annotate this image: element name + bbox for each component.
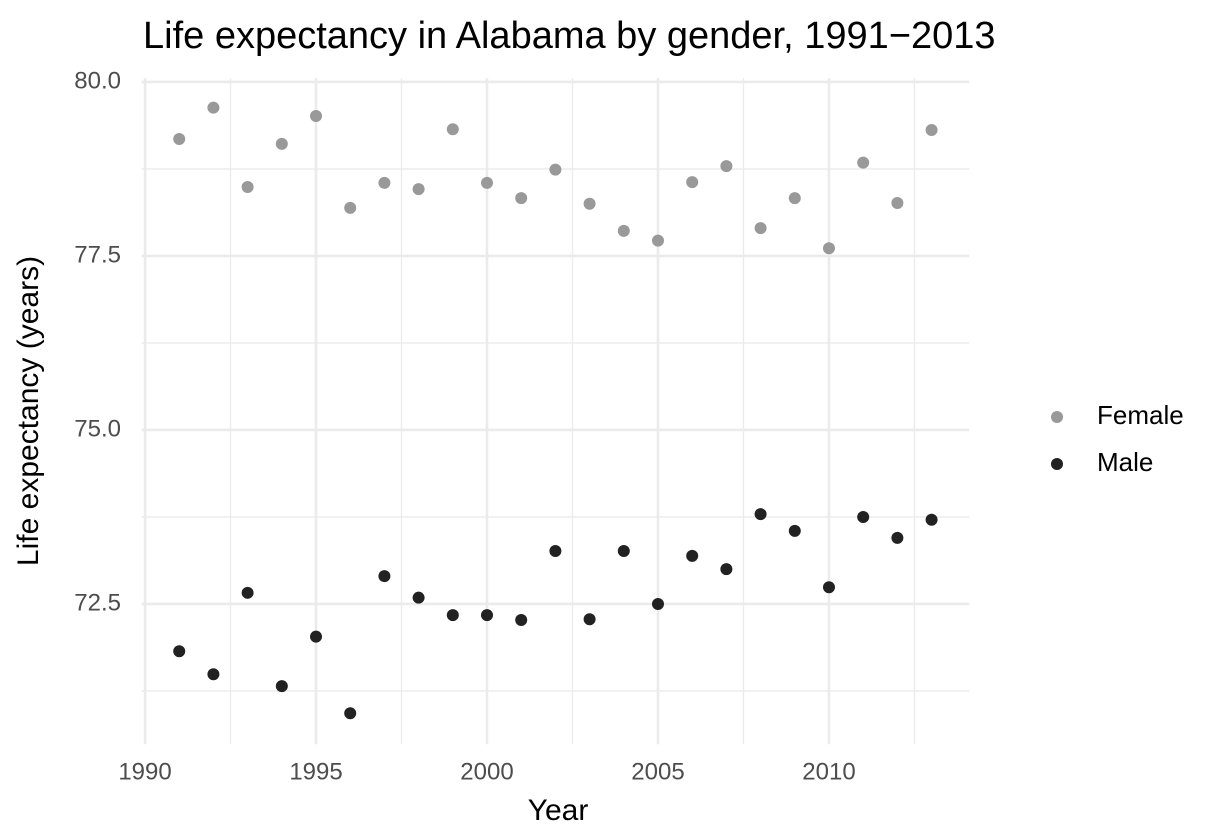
point [310, 630, 323, 643]
point [446, 609, 459, 622]
legend-marker [1051, 458, 1063, 470]
point [515, 613, 528, 626]
point [241, 181, 254, 194]
point [446, 123, 459, 136]
point [651, 234, 664, 247]
point [720, 563, 733, 576]
legend-label: Female [1097, 400, 1184, 430]
point [412, 591, 425, 604]
point [275, 680, 288, 693]
point [822, 242, 835, 255]
point [481, 609, 494, 622]
point [891, 531, 904, 544]
legend-label: Male [1097, 447, 1153, 477]
point [481, 176, 494, 189]
point [720, 160, 733, 173]
point [207, 668, 220, 681]
point [583, 197, 596, 210]
x-tick-label: 2010 [802, 758, 855, 785]
point [412, 183, 425, 196]
point [686, 549, 699, 562]
point [686, 176, 699, 189]
point [173, 133, 186, 146]
point [310, 110, 323, 123]
point [617, 224, 630, 237]
point [549, 545, 562, 558]
point [891, 197, 904, 210]
point [344, 201, 357, 214]
point [925, 513, 938, 526]
point [515, 192, 528, 205]
point [857, 156, 870, 169]
point [788, 192, 801, 205]
x-tick-label: 2000 [460, 758, 513, 785]
y-tick-label: 75.0 [74, 415, 121, 442]
point [754, 222, 767, 235]
point [651, 597, 664, 610]
x-tick-label: 1995 [289, 758, 342, 785]
point [583, 613, 596, 626]
point [275, 137, 288, 150]
x-tick-label: 1990 [118, 758, 171, 785]
point [617, 545, 630, 558]
point [857, 510, 870, 523]
point [241, 586, 254, 599]
y-tick-label: 77.5 [74, 241, 121, 268]
point [754, 508, 767, 521]
point [378, 570, 391, 583]
y-tick-label: 80.0 [74, 67, 121, 94]
x-tick-label: 2005 [631, 758, 684, 785]
y-tick-label: 72.5 [74, 589, 121, 616]
point [822, 581, 835, 594]
point [549, 163, 562, 176]
chart-title: Life expectancy in Alabama by gender, 19… [143, 15, 995, 57]
point [344, 707, 357, 720]
x-axis-label: Year [528, 794, 589, 827]
point [378, 176, 391, 189]
point [925, 123, 938, 136]
point [207, 101, 220, 114]
point [173, 645, 186, 658]
point [788, 524, 801, 537]
legend-marker [1051, 411, 1063, 423]
y-axis-label: Life expectancy (years) [12, 256, 45, 566]
